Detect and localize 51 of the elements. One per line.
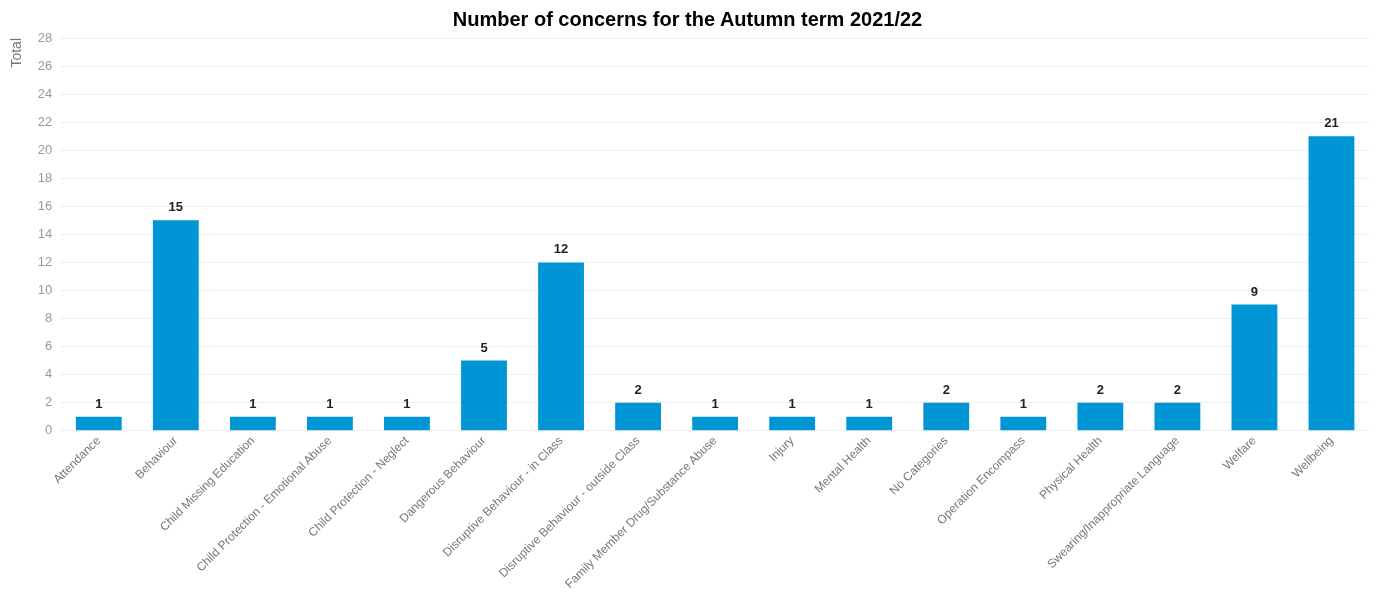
bar: [1154, 402, 1201, 431]
y-tick-label: 18: [37, 169, 53, 185]
data-label: 15: [168, 199, 184, 215]
data-label: 1: [865, 395, 873, 411]
y-tick-label: 6: [45, 338, 53, 354]
bar: [75, 416, 122, 431]
y-tick-label: 12: [37, 254, 53, 269]
data-label: 5: [480, 339, 488, 355]
data-label: 1: [95, 395, 103, 411]
data-label: 2: [942, 381, 950, 397]
data-label: 12: [553, 241, 569, 257]
data-label: 1: [711, 395, 719, 411]
y-tick-label: 0: [45, 422, 53, 438]
bar: [846, 416, 893, 431]
y-tick-label: 8: [45, 310, 53, 326]
y-tick-label: 20: [37, 141, 53, 157]
y-tick-label: 10: [37, 282, 53, 298]
data-label: 2: [634, 381, 642, 397]
data-label: 1: [249, 395, 257, 411]
y-tick-label: 14: [37, 225, 53, 241]
bar: [615, 402, 662, 431]
bar: [769, 416, 816, 431]
bar: [1231, 304, 1278, 431]
data-label: 1: [1019, 395, 1027, 411]
data-label: 21: [1324, 115, 1339, 131]
bar: [152, 220, 199, 431]
data-label: 1: [403, 395, 411, 411]
chart-title: Number of concerns for the Autumn term 2021/22: [452, 7, 923, 30]
data-label: 2: [1096, 381, 1104, 397]
y-tick-label: 24: [37, 85, 53, 101]
bar: [1077, 402, 1124, 431]
y-tick-label: 26: [37, 57, 53, 73]
data-label: 9: [1250, 283, 1259, 299]
bar: [461, 360, 507, 431]
bar: [384, 416, 430, 431]
bar: [1000, 416, 1047, 431]
bar: [692, 416, 739, 431]
bar: [229, 416, 276, 431]
bar: [1308, 136, 1355, 431]
bar: [538, 262, 584, 431]
y-axis-title: Total: [8, 38, 25, 68]
y-tick-label: 4: [45, 366, 53, 382]
bar: [923, 402, 970, 431]
data-label: 1: [326, 395, 334, 411]
y-tick-label: 16: [37, 197, 53, 213]
y-tick-label: 22: [37, 113, 53, 129]
data-label: 1: [788, 395, 796, 411]
data-label: 2: [1173, 381, 1182, 397]
bar: [306, 416, 353, 431]
y-tick-label: 2: [45, 394, 53, 410]
y-tick-label: 28: [37, 29, 53, 45]
